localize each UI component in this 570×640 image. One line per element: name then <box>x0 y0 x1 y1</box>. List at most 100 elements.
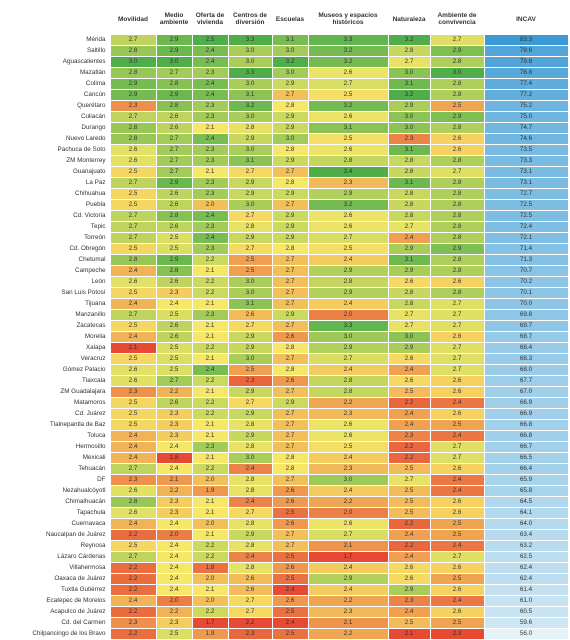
score-cell: 2.6 <box>307 67 389 79</box>
score-cell: 2.7 <box>227 210 273 222</box>
score-cell: 2.2 <box>387 441 431 453</box>
score-cell: 73.1 <box>483 177 569 189</box>
table-row: Chetumal 2.8 2.9 2.2 2.5 2.7 2.4 3.1 2.8 71.3 <box>2 254 569 266</box>
score-cell: 2.5 <box>429 518 485 530</box>
score-cell: 2.2 <box>191 463 229 475</box>
score-cell: 2.7 <box>109 309 157 321</box>
score-cell: 2.5 <box>429 529 485 541</box>
city-name: Tlalnepantla de Baz <box>2 419 110 431</box>
score-cell: 2.7 <box>429 320 485 332</box>
city-name: Cancún <box>2 89 110 101</box>
table-row: Naucalpan de Juárez 2.2 2.0 2.1 2.9 2.7 2.7 2.4… <box>2 529 569 541</box>
score-cell: 2.6 <box>227 309 273 321</box>
table-row: Mérida 2.7 2.9 2.5 3.3 3.1 3.3 3.2 2.7 83.3 <box>2 34 569 46</box>
score-cell: 2.4 <box>109 430 157 442</box>
score-cell: 1.7 <box>307 551 389 563</box>
score-cell: 2.1 <box>191 166 229 178</box>
score-cell: 2.5 <box>155 243 193 255</box>
score-cell: 2.1 <box>191 298 229 310</box>
score-cell: 2.7 <box>271 540 309 552</box>
score-cell: 2.8 <box>387 166 431 178</box>
score-cell: 2.7 <box>271 386 309 398</box>
score-cell: 2.4 <box>387 419 431 431</box>
score-cell: 2.4 <box>155 441 193 453</box>
score-cell: 2.0 <box>191 474 229 486</box>
score-cell: 71.4 <box>483 243 569 255</box>
score-cell: 2.5 <box>387 386 431 398</box>
score-cell: 2.9 <box>109 89 157 101</box>
table-row: Querétaro 2.3 2.8 2.3 3.2 2.8 3.2 2.9 2.5 75.2 <box>2 100 569 112</box>
score-cell: 2.6 <box>271 595 309 607</box>
score-cell: 2.5 <box>109 166 157 178</box>
table-row: Tapachula 2.6 2.3 2.1 2.7 2.5 2.0 2.5 2.6 64.1 <box>2 507 569 519</box>
score-cell: 2.4 <box>155 518 193 530</box>
score-cell: 3.1 <box>307 122 389 134</box>
score-cell: 2.6 <box>155 122 193 134</box>
score-cell: 2.4 <box>429 485 485 497</box>
score-cell: 2.4 <box>191 133 229 145</box>
column-header: Museos y espacios históricos <box>318 12 378 26</box>
score-cell: 2.6 <box>227 584 273 596</box>
table-row: Cancún 2.9 2.9 2.4 3.1 2.7 2.5 3.2 2.8 77.2 <box>2 89 569 101</box>
score-cell: 2.7 <box>109 210 157 222</box>
score-cell: 2.0 <box>191 573 229 585</box>
score-cell: 2.6 <box>387 573 431 585</box>
score-cell: 2.7 <box>307 529 389 541</box>
score-cell: 2.6 <box>387 375 431 387</box>
score-cell: 2.8 <box>155 265 193 277</box>
city-name: Reynosa <box>2 540 110 552</box>
score-cell: 2.4 <box>387 232 431 244</box>
score-cell: 2.8 <box>387 287 431 299</box>
table-row: Torreón 2.7 2.5 2.4 2.9 2.9 2.7 2.4 2.8 72.1 <box>2 232 569 244</box>
score-cell: 2.8 <box>387 155 431 167</box>
score-cell: 67.0 <box>483 386 569 398</box>
score-cell: 2.9 <box>155 254 193 266</box>
score-cell: 2.2 <box>191 408 229 420</box>
table-row: Ecatepec de Morelos 2.4 2.0 2.0 2.7 2.6 2.2 2.3… <box>2 595 569 607</box>
score-cell: 62.5 <box>483 551 569 563</box>
score-cell: 2.2 <box>307 595 389 607</box>
score-cell: 2.1 <box>191 496 229 508</box>
score-cell: 2.5 <box>307 133 389 145</box>
score-cell: 2.4 <box>429 474 485 486</box>
table-row: Aguascalientes 3.0 3.0 2.4 3.0 3.2 3.2 2.7 2.8 79… <box>2 56 569 68</box>
table-row: Saltillo 2.8 2.9 2.4 3.0 3.0 3.2 2.8 2.9 79.6 <box>2 45 569 57</box>
city-name: Tijuana <box>2 298 110 310</box>
city-name: San Luis Potosí <box>2 287 110 299</box>
city-name: Lázaro Cárdenas <box>2 551 110 563</box>
score-cell: 2.5 <box>109 188 157 200</box>
city-name: Villahermosa <box>2 562 110 574</box>
score-cell: 2.1 <box>191 452 229 464</box>
score-cell: 2.7 <box>271 320 309 332</box>
score-cell: 2.7 <box>387 474 431 486</box>
score-cell: 2.3 <box>155 496 193 508</box>
score-cell: 2.6 <box>109 507 157 519</box>
city-name: Tepic <box>2 221 110 233</box>
city-name: Naucalpan de Juárez <box>2 529 110 541</box>
score-cell: 2.3 <box>155 507 193 519</box>
score-cell: 2.6 <box>307 430 389 442</box>
city-name: Mérida <box>2 34 110 46</box>
score-cell: 3.2 <box>307 100 389 112</box>
score-cell: 2.9 <box>429 45 485 57</box>
score-cell: 2.7 <box>227 507 273 519</box>
score-cell: 2.8 <box>429 78 485 90</box>
table-row: Tlalnepantla de Baz 2.5 2.3 2.1 2.8 2.7 2.6 2.4… <box>2 419 569 431</box>
score-cell: 2.3 <box>191 67 229 79</box>
score-cell: 2.8 <box>387 199 431 211</box>
score-cell: 2.4 <box>155 551 193 563</box>
city-name: Oaxaca de Juárez <box>2 573 110 585</box>
score-cell: 2.3 <box>109 617 157 629</box>
table-row: Hermosillo 2.4 2.4 2.3 2.8 2.7 2.5 2.2 2.7 66.7 <box>2 441 569 453</box>
score-cell: 2.9 <box>307 342 389 354</box>
score-cell: 2.6 <box>429 507 485 519</box>
score-cell: 2.5 <box>155 364 193 376</box>
score-cell: 2.3 <box>191 155 229 167</box>
score-cell: 2.7 <box>429 309 485 321</box>
score-cell: 67.7 <box>483 375 569 387</box>
score-cell: 2.2 <box>191 375 229 387</box>
score-cell: 2.5 <box>307 243 389 255</box>
score-cell: 2.9 <box>227 331 273 343</box>
score-cell: 2.2 <box>155 485 193 497</box>
score-cell: 2.7 <box>271 441 309 453</box>
